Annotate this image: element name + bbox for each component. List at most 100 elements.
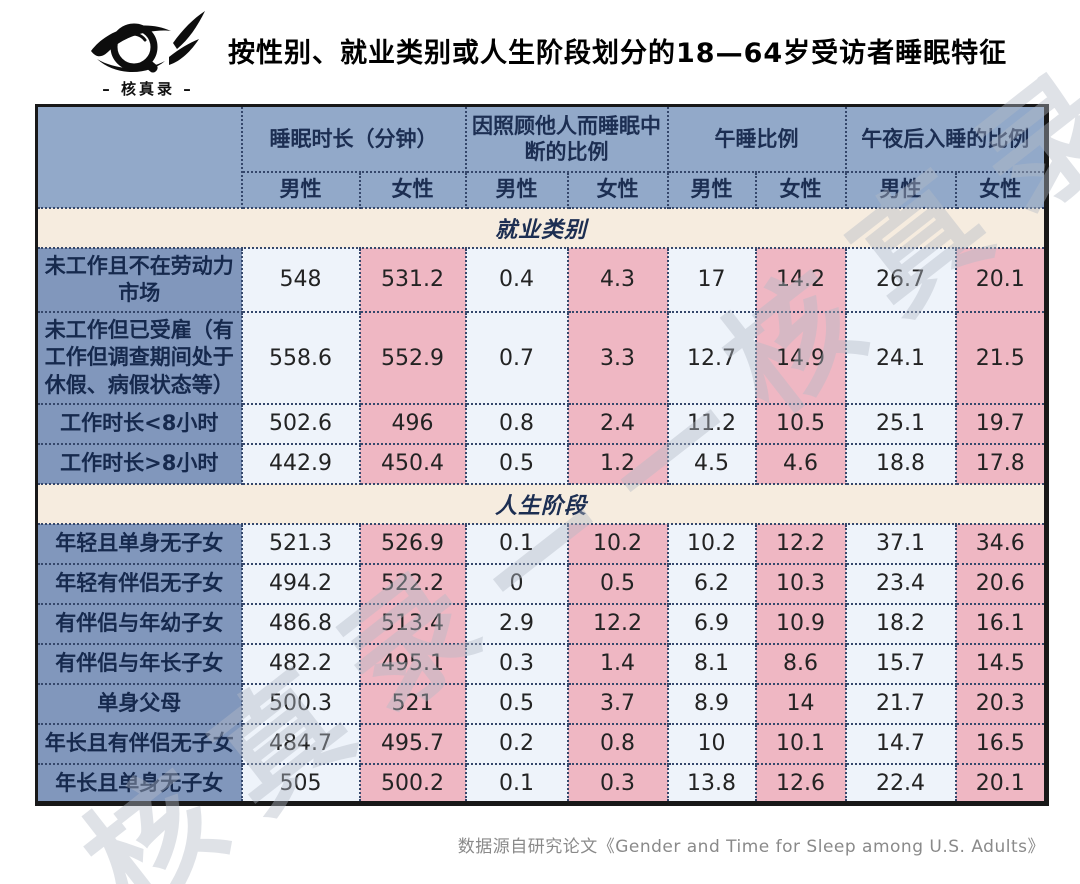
female-value-cell: 2.4 xyxy=(566,402,669,445)
male-value-cell: 8.1 xyxy=(666,642,757,685)
table-row: 未工作但已受雇（有工作但调查期间处于休假、病假状态等） 558.6 552.9 0.7… xyxy=(35,311,1048,405)
male-value-cell: 0.1 xyxy=(464,522,569,565)
female-value-cell: 496 xyxy=(358,402,467,445)
table-row: 工作时长<8小时 502.6 496 0.8 2.4 11.2 10.5 25.1 19.7 xyxy=(35,402,1048,445)
table-row: 未工作且不在劳动力市场 548 531.2 0.4 4.3 17 14.2 26.7 20.1 xyxy=(35,246,1048,314)
logo-text: – 核真录 – xyxy=(102,80,194,98)
male-value-cell: 0.2 xyxy=(464,722,569,765)
column-group-sleep-duration: 睡眠时长（分钟） xyxy=(240,104,467,173)
female-value-cell: 8.6 xyxy=(754,642,847,685)
female-value-cell: 531.2 xyxy=(358,246,467,314)
female-value-cell: 4.3 xyxy=(566,246,669,314)
female-value-cell: 521 xyxy=(358,682,467,725)
eye-magnifier-logo-icon xyxy=(78,9,218,77)
male-value-cell: 10 xyxy=(666,722,757,765)
row-label: 有伴侣与年长子女 xyxy=(35,642,243,685)
female-value-cell: 526.9 xyxy=(358,522,467,565)
subheader-male: 男性 xyxy=(666,170,757,209)
female-value-cell: 21.5 xyxy=(954,311,1048,405)
page-header: – 核真录 – 按性别、就业类别或人生阶段划分的18—64岁受访者睡眠特征 xyxy=(0,0,1080,100)
row-label: 未工作但已受雇（有工作但调查期间处于休假、病假状态等） xyxy=(35,311,243,405)
male-value-cell: 0 xyxy=(464,562,569,605)
male-value-cell: 0.1 xyxy=(464,762,569,805)
male-value-cell: 548 xyxy=(240,246,361,314)
female-value-cell: 552.9 xyxy=(358,311,467,405)
male-value-cell: 12.7 xyxy=(666,311,757,405)
male-value-cell: 494.2 xyxy=(240,562,361,605)
male-value-cell: 26.7 xyxy=(844,246,957,314)
female-value-cell: 19.7 xyxy=(954,402,1048,445)
female-value-cell: 513.4 xyxy=(358,602,467,645)
female-value-cell: 20.3 xyxy=(954,682,1048,725)
subheader-female: 女性 xyxy=(566,170,669,209)
column-group-nap-ratio: 午睡比例 xyxy=(666,104,847,173)
female-value-cell: 4.6 xyxy=(754,442,847,485)
page-title: 按性别、就业类别或人生阶段划分的18—64岁受访者睡眠特征 xyxy=(228,38,1008,70)
corner-cell xyxy=(35,104,243,209)
male-value-cell: 6.9 xyxy=(666,602,757,645)
row-label: 有伴侣与年幼子女 xyxy=(35,602,243,645)
female-value-cell: 20.1 xyxy=(954,246,1048,314)
male-value-cell: 484.7 xyxy=(240,722,361,765)
male-value-cell: 521.3 xyxy=(240,522,361,565)
female-value-cell: 450.4 xyxy=(358,442,467,485)
male-value-cell: 0.5 xyxy=(464,442,569,485)
male-value-cell: 0.8 xyxy=(464,402,569,445)
male-value-cell: 482.2 xyxy=(240,642,361,685)
section-band-row: 人生阶段 xyxy=(35,482,1048,525)
female-value-cell: 10.2 xyxy=(566,522,669,565)
female-value-cell: 3.3 xyxy=(566,311,669,405)
male-value-cell: 502.6 xyxy=(240,402,361,445)
column-group-after-midnight: 午夜后入睡的比例 xyxy=(844,104,1048,173)
male-value-cell: 17 xyxy=(666,246,757,314)
male-value-cell: 11.2 xyxy=(666,402,757,445)
male-value-cell: 21.7 xyxy=(844,682,957,725)
hezhenlu-logo: – 核真录 – xyxy=(78,9,218,99)
table-row: 有伴侣与年长子女 482.2 495.1 0.3 1.4 8.1 8.6 15.7 14.5 xyxy=(35,642,1048,685)
section-band-label: 就业类别 xyxy=(35,206,1048,249)
male-value-cell: 486.8 xyxy=(240,602,361,645)
male-value-cell: 10.2 xyxy=(666,522,757,565)
male-value-cell: 2.9 xyxy=(464,602,569,645)
table-row: 年长且单身无子女 505 500.2 0.1 0.3 13.8 12.6 22.4 20.1 xyxy=(35,762,1048,805)
female-value-cell: 0.5 xyxy=(566,562,669,605)
female-value-cell: 3.7 xyxy=(566,682,669,725)
table-row: 年轻且单身无子女 521.3 526.9 0.1 10.2 10.2 12.2 37.1 34.… xyxy=(35,522,1048,565)
subheader-male: 男性 xyxy=(844,170,957,209)
female-value-cell: 14 xyxy=(754,682,847,725)
row-label: 年长且有伴侣无子女 xyxy=(35,722,243,765)
table-row: 工作时长>8小时 442.9 450.4 0.5 1.2 4.5 4.6 18.8 17.8 xyxy=(35,442,1048,485)
female-value-cell: 0.8 xyxy=(566,722,669,765)
male-value-cell: 18.2 xyxy=(844,602,957,645)
female-value-cell: 1.4 xyxy=(566,642,669,685)
female-value-cell: 500.2 xyxy=(358,762,467,805)
male-value-cell: 25.1 xyxy=(844,402,957,445)
female-value-cell: 495.7 xyxy=(358,722,467,765)
female-value-cell: 0.3 xyxy=(566,762,669,805)
row-label: 工作时长<8小时 xyxy=(35,402,243,445)
sleep-characteristics-table: 睡眠时长（分钟） 因照顾他人而睡眠中断的比例 午睡比例 午夜后入睡的比例 男性 … xyxy=(35,104,1049,807)
male-value-cell: 0.7 xyxy=(464,311,569,405)
female-value-cell: 34.6 xyxy=(954,522,1048,565)
male-value-cell: 18.8 xyxy=(844,442,957,485)
row-label: 年长且单身无子女 xyxy=(35,762,243,805)
female-value-cell: 12.2 xyxy=(754,522,847,565)
female-value-cell: 12.6 xyxy=(754,762,847,805)
subheader-male: 男性 xyxy=(464,170,569,209)
section-band-label: 人生阶段 xyxy=(35,482,1048,525)
female-value-cell: 20.6 xyxy=(954,562,1048,605)
male-value-cell: 505 xyxy=(240,762,361,805)
female-value-cell: 10.9 xyxy=(754,602,847,645)
row-label: 年轻且单身无子女 xyxy=(35,522,243,565)
female-value-cell: 1.2 xyxy=(566,442,669,485)
female-value-cell: 495.1 xyxy=(358,642,467,685)
table-row: 有伴侣与年幼子女 486.8 513.4 2.9 12.2 6.9 10.9 18.2 16.1 xyxy=(35,602,1048,645)
female-value-cell: 14.5 xyxy=(954,642,1048,685)
row-label: 年轻有伴侣无子女 xyxy=(35,562,243,605)
male-value-cell: 0.3 xyxy=(464,642,569,685)
section-band-row: 就业类别 xyxy=(35,206,1048,249)
female-value-cell: 20.1 xyxy=(954,762,1048,805)
female-value-cell: 17.8 xyxy=(954,442,1048,485)
male-value-cell: 24.1 xyxy=(844,311,957,405)
male-value-cell: 4.5 xyxy=(666,442,757,485)
